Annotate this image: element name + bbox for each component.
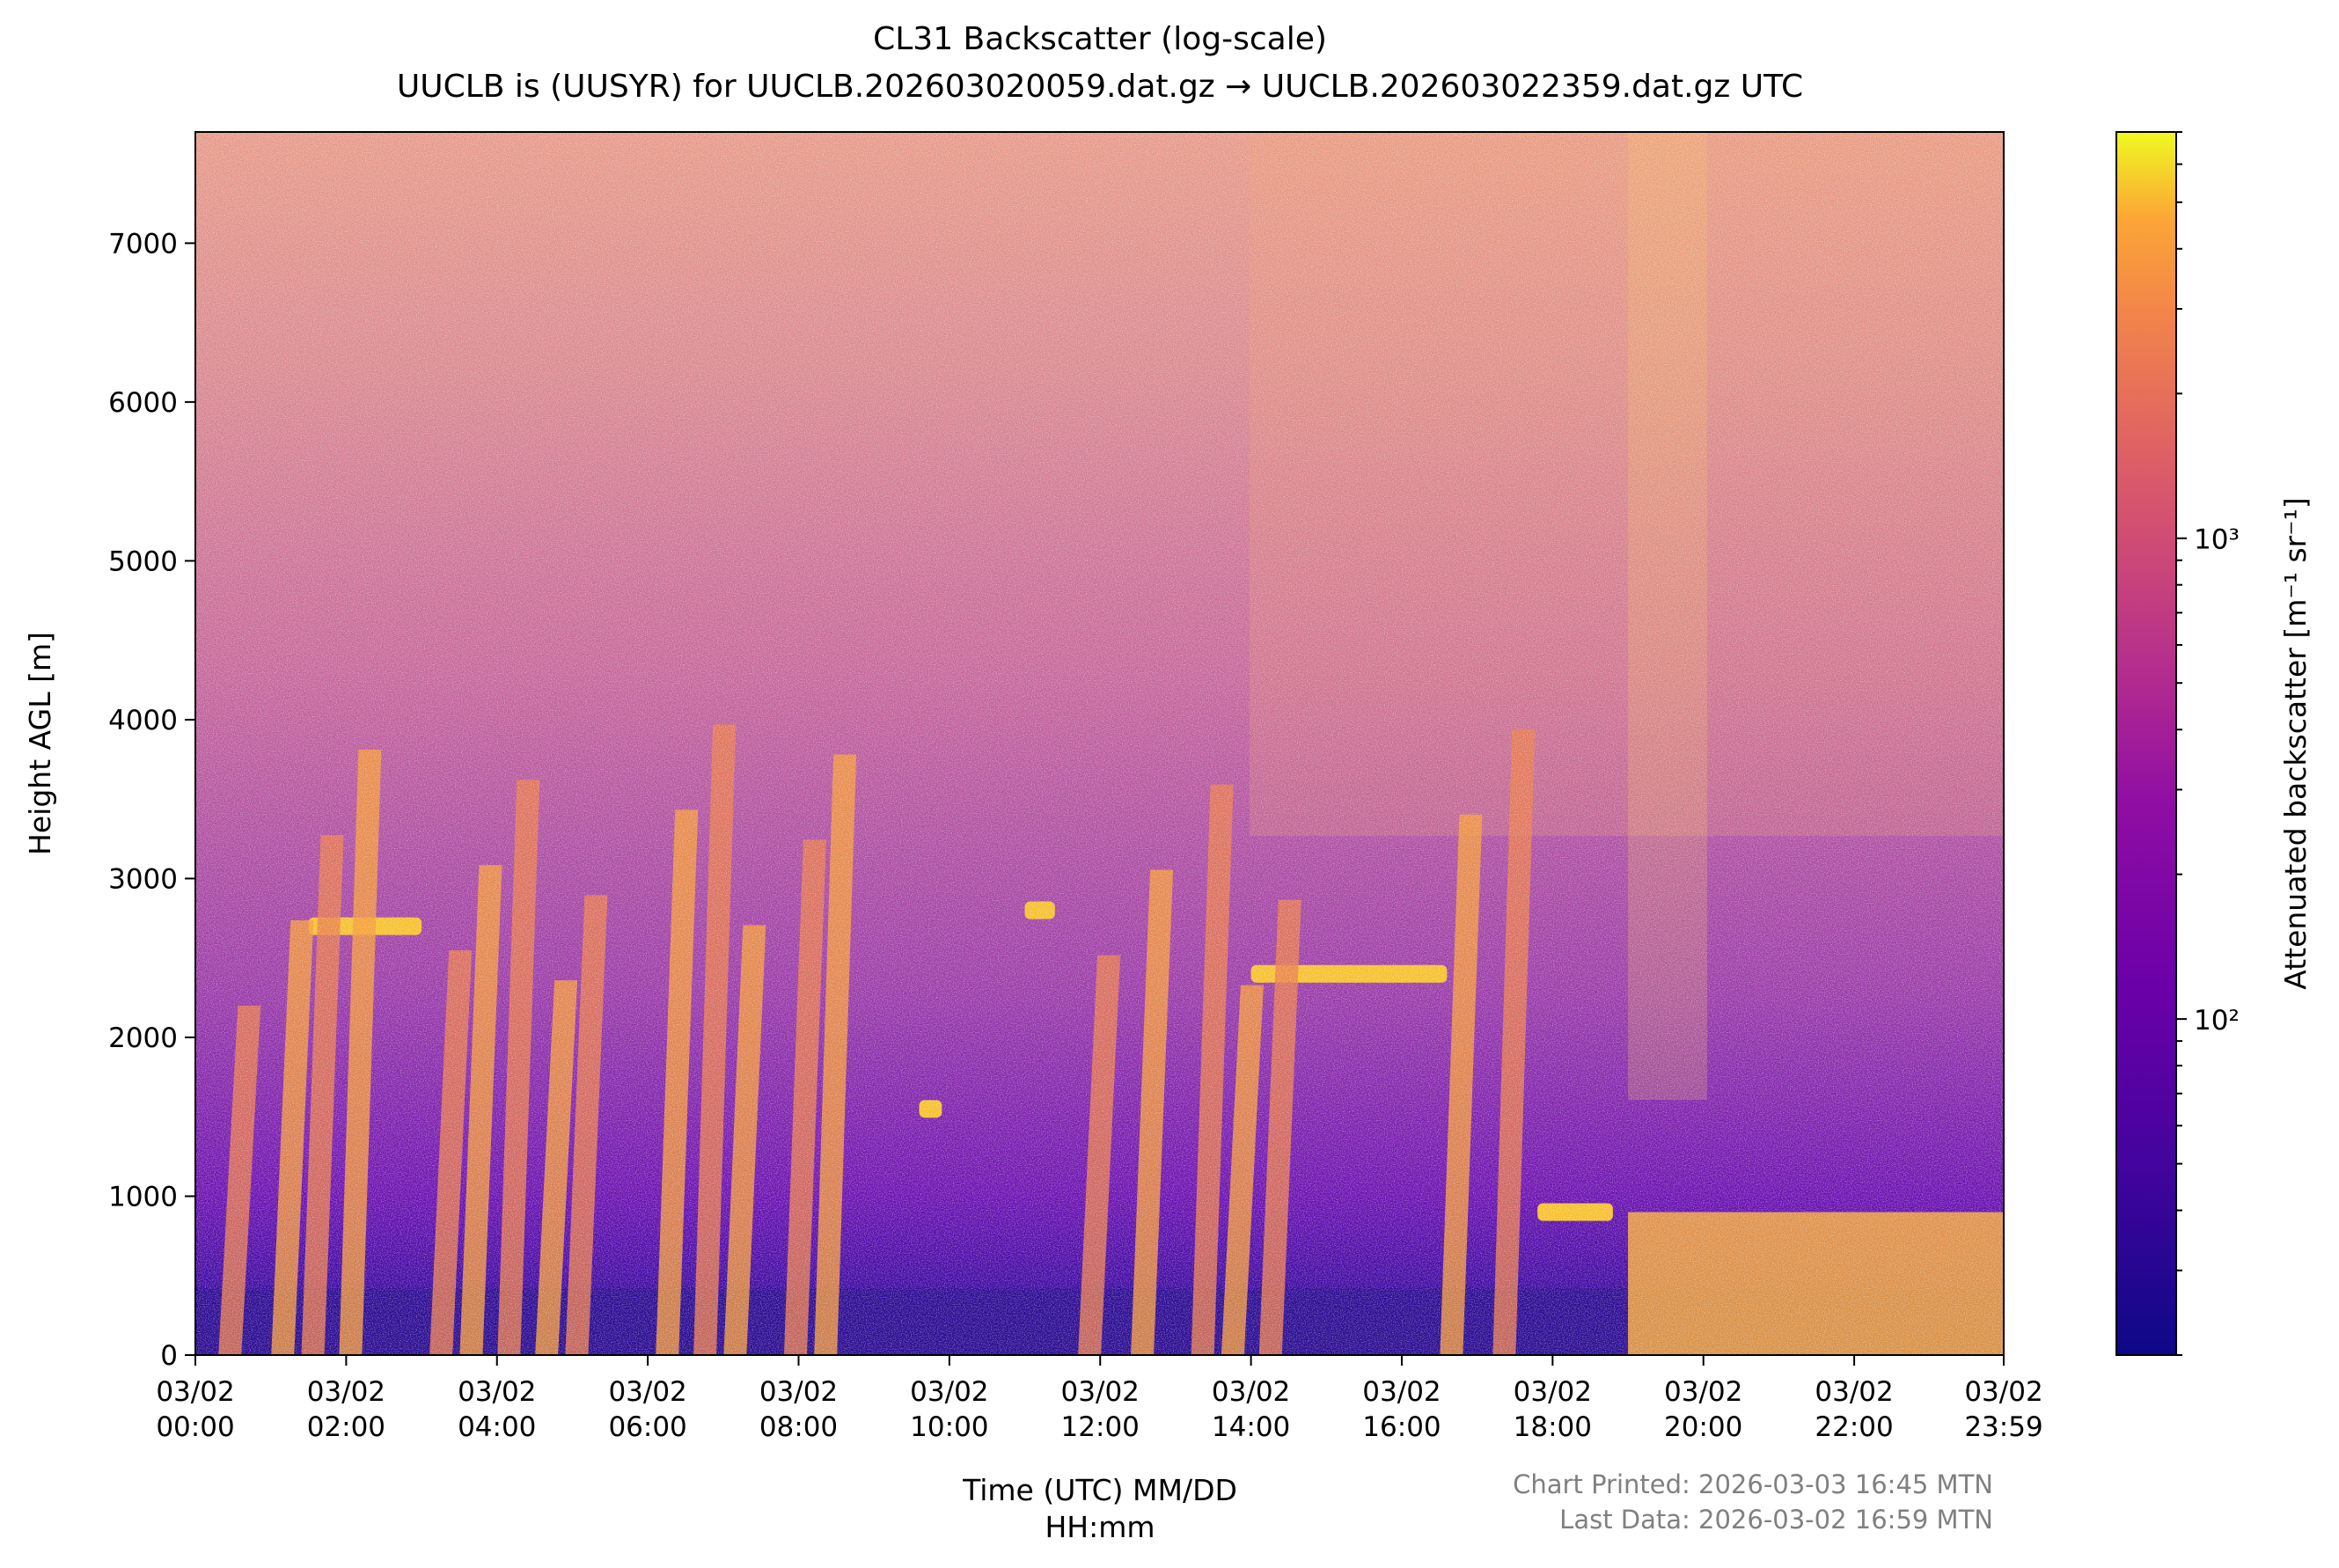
y-tick-label: 3000 — [108, 863, 178, 895]
x-tick-time: 16:00 — [1362, 1411, 1441, 1443]
x-tick-time: 23:59 — [1964, 1411, 2042, 1443]
x-tick-date: 03/02 — [759, 1376, 838, 1408]
y-axis-label: Height AGL [m] — [23, 632, 57, 855]
y-tick-label: 6000 — [108, 387, 178, 419]
x-tick-time: 08:00 — [759, 1411, 838, 1443]
x-tick-time: 12:00 — [1061, 1411, 1140, 1443]
y-tick-label: 1000 — [108, 1181, 178, 1213]
y-tick-label: 7000 — [108, 228, 178, 260]
x-tick-time: 04:00 — [458, 1411, 536, 1443]
x-tick-date: 03/02 — [1362, 1376, 1441, 1408]
colorbar-tick-label: 10² — [2194, 1005, 2240, 1037]
y-tick-label: 2000 — [108, 1022, 178, 1054]
x-tick-date: 03/02 — [608, 1376, 686, 1408]
x-axis-label-line2: HH:mm — [1045, 1510, 1155, 1544]
x-tick-time: 06:00 — [608, 1411, 686, 1443]
x-tick-time: 02:00 — [307, 1411, 385, 1443]
y-tick-label: 5000 — [108, 546, 178, 577]
y-tick-label: 4000 — [108, 705, 178, 736]
x-tick-date: 03/02 — [1664, 1376, 1742, 1408]
noise-overlay — [195, 132, 2004, 1355]
x-tick-date: 03/02 — [307, 1376, 385, 1408]
colorbar-label: Attenuated backscatter [m⁻¹ sr⁻¹] — [2278, 497, 2313, 990]
colorbar — [2115, 131, 2177, 1356]
x-tick-date: 03/02 — [1964, 1376, 2042, 1408]
x-tick-time: 18:00 — [1514, 1411, 1592, 1443]
x-tick-date: 03/02 — [156, 1376, 234, 1408]
last-data-note: Last Data: 2026-03-02 16:59 MTN — [1559, 1505, 1993, 1535]
x-tick-date: 03/02 — [1514, 1376, 1592, 1408]
x-tick-date: 03/02 — [458, 1376, 536, 1408]
x-tick-date: 03/02 — [1815, 1376, 1893, 1408]
x-tick-time: 00:00 — [156, 1411, 234, 1443]
x-tick-time: 14:00 — [1212, 1411, 1290, 1443]
x-axis-label: Time (UTC) MM/DD — [962, 1473, 1237, 1507]
y-axis-ticks: 0 1000 2000 3000 4000 5000 6000 7000 — [108, 228, 195, 1372]
y-tick-label: 0 — [160, 1340, 178, 1372]
x-tick-date: 03/02 — [910, 1376, 988, 1408]
x-tick-time: 20:00 — [1664, 1411, 1742, 1443]
plot-area — [195, 132, 2004, 1355]
chart-printed-note: Chart Printed: 2026-03-03 16:45 MTN — [1513, 1469, 1993, 1499]
x-tick-time: 10:00 — [910, 1411, 988, 1443]
x-tick-time: 22:00 — [1815, 1411, 1893, 1443]
chart-subtitle: UUCLB is (UUSYR) for UUCLB.202603020059.… — [397, 69, 1803, 105]
x-tick-date: 03/02 — [1061, 1376, 1140, 1408]
x-axis-ticks: 03/0200:0003/0202:0003/0204:0003/0206:00… — [156, 1355, 2043, 1443]
x-tick-date: 03/02 — [1212, 1376, 1290, 1408]
chart-title: CL31 Backscatter (log-scale) — [873, 21, 1327, 57]
colorbar-tick-label: 10³ — [2194, 524, 2240, 556]
colorbar-ticks: 10² 10³ — [2176, 131, 2240, 1356]
